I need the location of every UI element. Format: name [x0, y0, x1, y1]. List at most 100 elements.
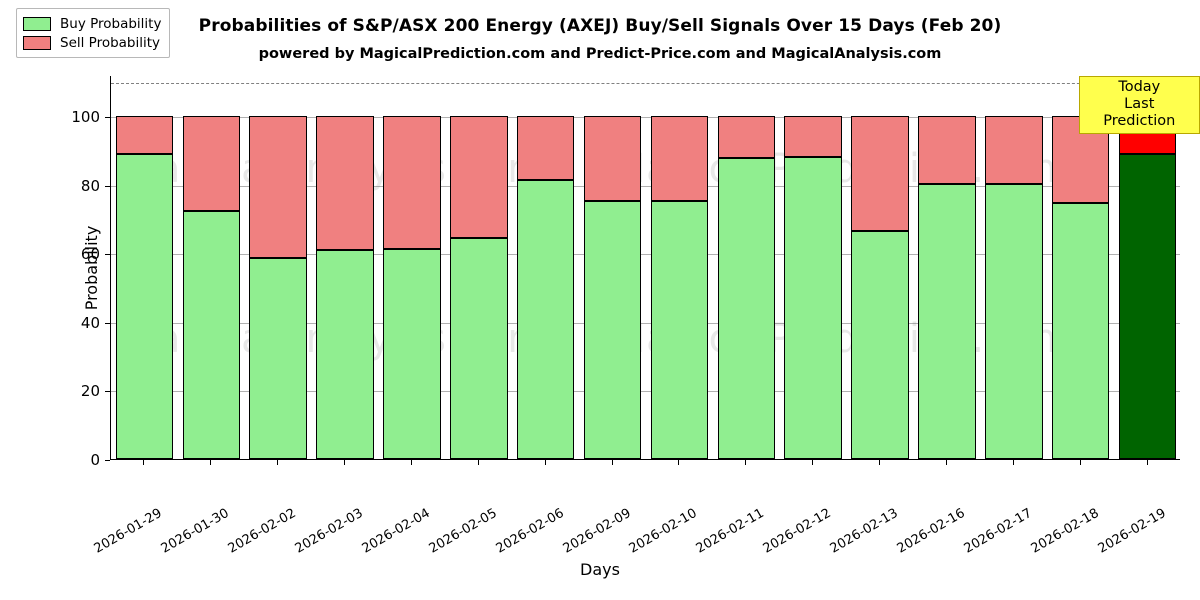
bar-segment-buy[interactable]	[918, 184, 976, 459]
x-axis-tick-label: 2026-02-12	[760, 505, 834, 557]
x-axis-tick-label: 2026-02-06	[493, 505, 567, 557]
bar-segment-buy[interactable]	[717, 157, 776, 459]
y-axis-tick-label: 60	[80, 245, 100, 264]
x-axis-tick-label: 2026-02-16	[894, 505, 968, 557]
x-axis-tick-mark	[210, 460, 212, 465]
x-axis-tick-mark	[678, 460, 680, 465]
x-axis-tick-mark	[410, 460, 412, 465]
y-axis-tick-label: 80	[80, 176, 100, 195]
bar-segment-sell[interactable]	[784, 116, 842, 158]
bar[interactable]	[583, 76, 642, 459]
bar-segment-buy[interactable]	[182, 211, 241, 459]
today-annotation: Today Last Prediction	[1078, 76, 1200, 135]
x-axis-tick-mark	[1146, 460, 1148, 465]
bar-segment-sell[interactable]	[918, 116, 976, 185]
bar-segment-sell[interactable]	[851, 116, 909, 231]
bar[interactable]	[985, 76, 1043, 459]
bar[interactable]	[717, 76, 776, 459]
today-annotation-line2: Last Prediction	[1103, 95, 1176, 129]
plot-inner: MagicalAnalysis.comMagicalPrediction.com…	[111, 76, 1180, 459]
x-axis-tick-label: 2026-02-04	[359, 505, 433, 557]
x-axis-tick-mark	[745, 460, 747, 465]
y-axis-label: Probability	[81, 225, 101, 310]
legend-item-buy: Buy Probability	[23, 14, 161, 33]
today-annotation-line1: Today	[1118, 79, 1161, 95]
x-axis-tick-label: 2026-02-18	[1028, 505, 1102, 557]
x-axis-tick-label: 2026-02-19	[1095, 505, 1169, 557]
y-axis-tick-label: 20	[80, 382, 100, 401]
y-axis-tick-mark	[105, 254, 110, 256]
bar-segment-buy[interactable]	[115, 153, 174, 459]
legend-label-buy: Buy Probability	[60, 15, 162, 32]
bar-segment-sell[interactable]	[249, 116, 307, 259]
bar-segment-sell[interactable]	[650, 116, 709, 202]
x-axis-tick-label: 2026-02-11	[693, 505, 767, 557]
bar-segment-buy[interactable]	[249, 258, 307, 459]
bar-segment-sell[interactable]	[316, 116, 374, 250]
x-axis-tick-mark	[143, 460, 145, 465]
y-axis-tick-label: 0	[90, 451, 100, 469]
legend-label-sell: Sell Probability	[60, 34, 161, 51]
reference-dashed-line	[111, 82, 1180, 84]
bar-segment-sell[interactable]	[383, 116, 441, 250]
bar-today[interactable]	[1118, 76, 1177, 459]
bar-segment-sell[interactable]	[450, 116, 508, 238]
bar-segment-buy[interactable]	[1118, 153, 1177, 459]
bar[interactable]	[316, 76, 374, 459]
bar[interactable]	[1051, 76, 1110, 459]
bar-segment-sell[interactable]	[182, 116, 241, 212]
bar[interactable]	[249, 76, 307, 459]
bar-segment-buy[interactable]	[985, 184, 1043, 459]
x-axis-tick-label: 2026-01-30	[158, 505, 232, 557]
plot-area: MagicalAnalysis.comMagicalPrediction.com…	[82, 76, 1180, 460]
bar[interactable]	[383, 76, 441, 459]
x-axis-tick-label: 2026-02-13	[827, 505, 901, 557]
x-axis-tick-mark	[1012, 460, 1014, 465]
bar[interactable]	[918, 76, 976, 459]
legend-swatch-sell-icon	[23, 35, 51, 50]
y-axis-tick-label: 100	[71, 108, 100, 127]
x-axis-tick-mark	[277, 460, 279, 465]
y-axis-tick-mark	[105, 322, 110, 324]
bar-segment-buy[interactable]	[383, 249, 441, 459]
bar-segment-sell[interactable]	[516, 116, 575, 181]
bar[interactable]	[784, 76, 842, 459]
gridline	[111, 117, 1180, 119]
gridline	[111, 322, 1180, 324]
x-axis-tick-mark	[812, 460, 814, 465]
x-axis-tick-mark	[544, 460, 546, 465]
bar[interactable]	[650, 76, 709, 459]
bar-segment-buy[interactable]	[1051, 203, 1110, 459]
gridline	[111, 185, 1180, 187]
bar-segment-sell[interactable]	[115, 116, 174, 154]
bar-segment-buy[interactable]	[851, 230, 909, 459]
x-axis-tick-mark	[879, 460, 881, 465]
bar[interactable]	[450, 76, 508, 459]
chart-subtitle: powered by MagicalPrediction.com and Pre…	[258, 46, 942, 62]
bar[interactable]	[851, 76, 909, 459]
x-axis-tick-mark	[611, 460, 613, 465]
bar[interactable]	[516, 76, 575, 459]
x-axis-tick-mark	[477, 460, 479, 465]
legend-item-sell: Sell Probability	[23, 33, 161, 52]
bar-segment-sell[interactable]	[985, 116, 1043, 185]
bar[interactable]	[115, 76, 174, 459]
bar-segment-buy[interactable]	[516, 180, 575, 459]
bar-segment-buy[interactable]	[784, 157, 842, 459]
chart-title: Probabilities of S&P/ASX 200 Energy (AXE…	[198, 16, 1002, 36]
x-axis-tick-label: 2026-02-05	[426, 505, 500, 557]
bar-segment-buy[interactable]	[316, 249, 374, 459]
bar-segment-buy[interactable]	[450, 237, 508, 459]
bar-segment-sell[interactable]	[717, 116, 776, 158]
bar-segment-buy[interactable]	[650, 201, 709, 459]
legend-swatch-buy-icon	[23, 16, 51, 31]
x-axis-tick-label: 2026-02-02	[225, 505, 299, 557]
x-axis-tick-mark	[1079, 460, 1081, 465]
x-axis-tick-label: 2026-02-09	[560, 505, 634, 557]
bar-segment-sell[interactable]	[583, 116, 642, 201]
x-axis-label: Days	[580, 560, 620, 579]
bar[interactable]	[182, 76, 241, 459]
bar-segment-buy[interactable]	[583, 200, 642, 459]
y-axis-tick-mark	[105, 391, 110, 393]
